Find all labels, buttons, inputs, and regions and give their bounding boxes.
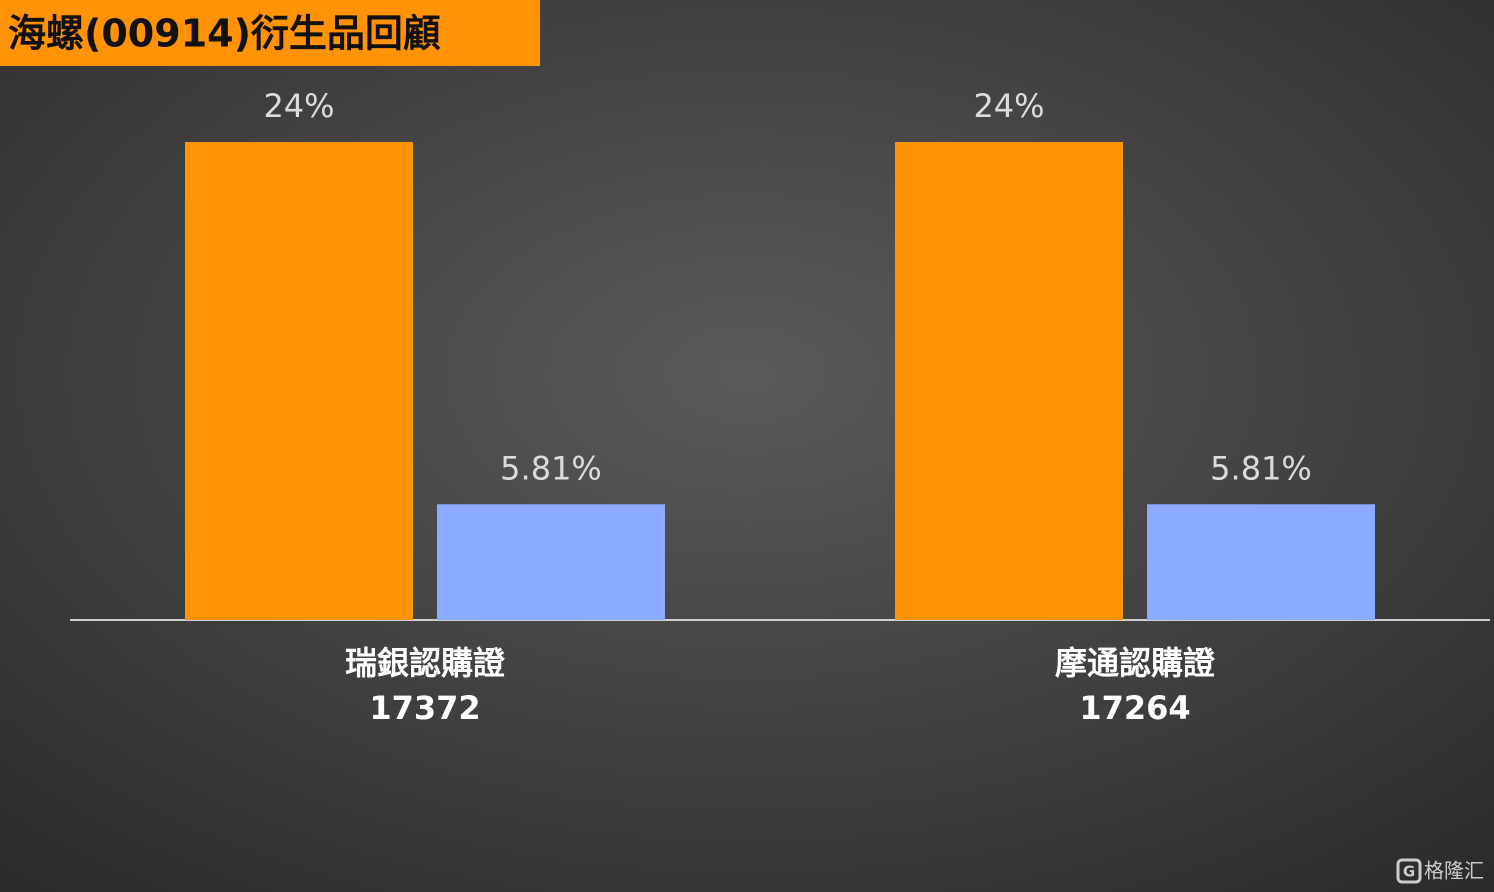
x-tick-sublabel: 17372 [369,689,480,727]
bar [895,142,1123,620]
bar [185,142,413,620]
chart-title: 海螺(00914)衍生品回顧 [8,12,441,56]
value-label: 5.81% [1210,449,1312,487]
watermark-logo: G [1396,858,1422,884]
bar [437,504,665,620]
title-box [0,0,540,66]
value-label: 24% [973,87,1044,125]
value-label: 5.81% [500,449,602,487]
x-tick-label: 摩通認購證 [1055,644,1216,682]
watermark: 格隆汇 [1424,859,1484,883]
x-tick-sublabel: 17264 [1079,689,1190,727]
svg-text:G: G [1403,863,1415,881]
bar [1147,504,1375,620]
x-tick-label: 瑞銀認購證 [345,644,506,682]
value-label: 24% [263,87,334,125]
